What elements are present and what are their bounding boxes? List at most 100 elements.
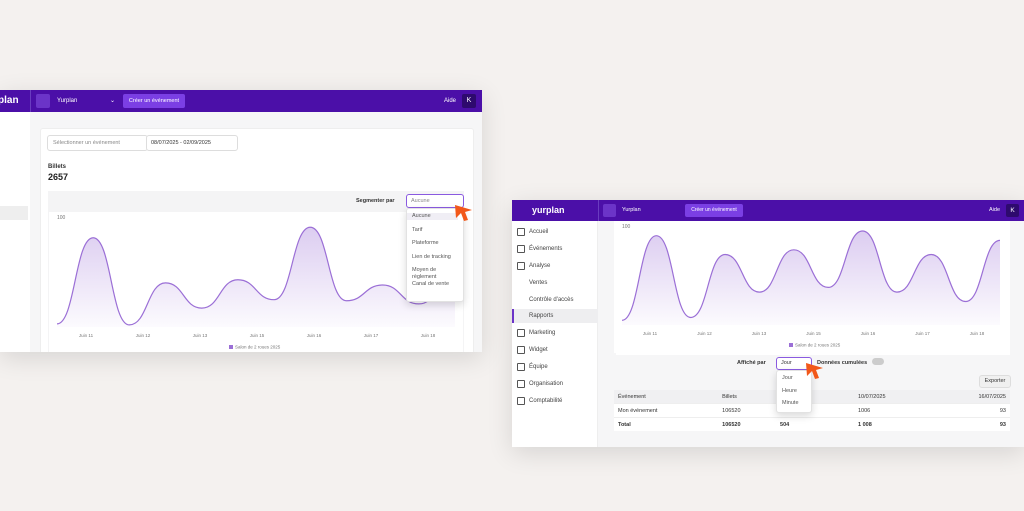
create-button[interactable]: Créer un événement [685, 204, 743, 217]
help[interactable]: Aide [444, 98, 457, 104]
menu-option[interactable]: Lien de tracking [412, 253, 451, 260]
top-bar: yurplan Yurplan Créer un événement Aide … [512, 200, 1024, 221]
sidebar: Accueil Événements Analyse Ventes Contrôle d… [512, 221, 598, 447]
sidebar-active [512, 309, 598, 323]
avatar[interactable]: K [462, 94, 476, 108]
sidebar-item[interactable]: Analyse [529, 263, 551, 269]
sidebar-icon [517, 228, 525, 236]
menu-option[interactable]: Minute [782, 400, 799, 406]
table-cell: 106520 [722, 407, 741, 414]
menu-option[interactable]: Heure [782, 387, 797, 394]
sidebar-icon [517, 329, 525, 337]
x-tick-label: Juin 12 [136, 333, 151, 338]
menu-option[interactable]: Canal de vente [412, 280, 449, 287]
legend-swatch [789, 343, 793, 347]
sidebar-icon [517, 397, 525, 405]
table-cell: 1006 [858, 407, 871, 414]
cumulative-label: Données cumulées [817, 360, 868, 366]
y-tick-label: 100 [622, 224, 631, 230]
sidebar-icon [517, 262, 525, 270]
sidebar-item[interactable]: Marketing [529, 330, 556, 336]
top-bar: plan Yurplan ⌄ Créer un événement Aide K [0, 90, 482, 112]
menu-option[interactable]: Jour [782, 375, 793, 381]
logo: plan [0, 95, 19, 106]
sidebar-item[interactable]: Comptabilité [529, 398, 563, 404]
x-tick-label: Juin 15 [250, 333, 265, 338]
menu-option[interactable]: Aucune [407, 213, 458, 220]
kpi-label: Billets [48, 164, 67, 170]
divider [598, 200, 599, 221]
header-cell: 16/07/2025 [978, 393, 1006, 400]
segment-label: Segmenter par [356, 198, 395, 204]
x-tick-label: Juin 17 [915, 331, 930, 336]
x-tick-label: Juin 11 [79, 333, 94, 338]
chart-1: 100 Juin 11 Juin 12 Juin 13 Juin 15 Juin 16 Ju… [49, 212, 463, 352]
x-tick-label: Juin 15 [806, 331, 821, 336]
help[interactable]: Aide [989, 207, 1001, 213]
x-tick-label: Juin 12 [697, 331, 712, 336]
segment-menu: Aucune Tarif Plateforme Lien de tracking Moy… [406, 208, 464, 302]
chevron: ⌄ [110, 98, 116, 104]
sidebar-icon [517, 245, 525, 253]
menu-option[interactable]: Plateforme [412, 240, 439, 246]
x-tick-label: Juin 16 [307, 333, 322, 338]
header-cell: 10/07/2025 [858, 393, 886, 400]
sidebar-item[interactable]: Événements [529, 246, 563, 252]
table-row: Total 106520 504 1 008 93 [614, 417, 1010, 432]
plot-area [49, 212, 463, 352]
sidebar-item[interactable]: Contrôle d'accès [529, 297, 574, 303]
cursor [455, 205, 472, 221]
display-select[interactable]: Jour [776, 357, 812, 370]
workspace: Yurplan [622, 207, 641, 213]
divider [30, 90, 31, 112]
display-label: Affiché par [737, 360, 766, 366]
x-tick-label: Juin 18 [970, 331, 985, 336]
table-cell: Mon événement [618, 407, 658, 414]
y-tick-label: 100 [57, 215, 66, 221]
line [56, 226, 456, 326]
header-cell: Événement [618, 393, 646, 400]
table-cell: 106520 [722, 421, 741, 428]
org-icon [36, 94, 50, 108]
legend-label: Salon de 2 roues 2025 [795, 343, 841, 348]
table-cell: Total [618, 421, 631, 428]
legend-label: Salon de 2 roues 2025 [235, 345, 281, 350]
sidebar-active [0, 206, 28, 220]
x-tick-label: Juin 16 [861, 331, 876, 336]
chart-2: 100 Juin 11 Juin 12 Juin 13 Juin 15 Juin 16 Ju… [621, 224, 1001, 348]
report-table: ÉvénementBillets09/07/202510/07/202516/0… [614, 390, 1010, 431]
sidebar-icon [517, 346, 525, 354]
x-tick-label: Juin 11 [643, 331, 658, 336]
area [57, 227, 455, 327]
segment-select[interactable]: Aucune [406, 194, 464, 208]
export-button[interactable]: Exporter [979, 375, 1011, 388]
create-button[interactable]: Créer un événement [123, 94, 185, 108]
header-cell: Billets [722, 393, 737, 400]
org-icon [603, 204, 616, 217]
toggle[interactable] [872, 358, 884, 365]
x-tick-label: Juin 13 [193, 333, 208, 338]
date-range[interactable]: 08/07/2025 - 02/09/2025 [146, 135, 238, 151]
sidebar-item[interactable]: Widget [529, 347, 548, 353]
menu-option[interactable]: Tarif [412, 226, 423, 233]
area [622, 231, 1000, 325]
table-cell: 93 [999, 407, 1006, 414]
x-tick-label: Juin 17 [364, 333, 379, 338]
sidebar-item[interactable]: Accueil [529, 229, 549, 235]
kpi-value: 2657 [48, 172, 69, 182]
sidebar-item[interactable]: Équipe [529, 364, 548, 370]
menu-option[interactable]: Moyen de règlement [412, 267, 437, 280]
line [621, 230, 1001, 321]
avatar[interactable]: K [1006, 204, 1019, 217]
sidebar-icon [517, 380, 525, 388]
display-menu: Jour Heure Minute [776, 370, 812, 413]
table-cell: 1 008 [858, 421, 872, 428]
table-cell: 93 [999, 421, 1006, 428]
sidebar-item[interactable]: Organisation [529, 381, 564, 387]
sidebar-item[interactable]: Ventes [529, 280, 548, 286]
workspace: Yurplan [57, 98, 78, 104]
cursor [806, 363, 823, 379]
sidebar-item[interactable]: Rapports [529, 313, 554, 319]
table-cell: 504 [780, 421, 790, 428]
